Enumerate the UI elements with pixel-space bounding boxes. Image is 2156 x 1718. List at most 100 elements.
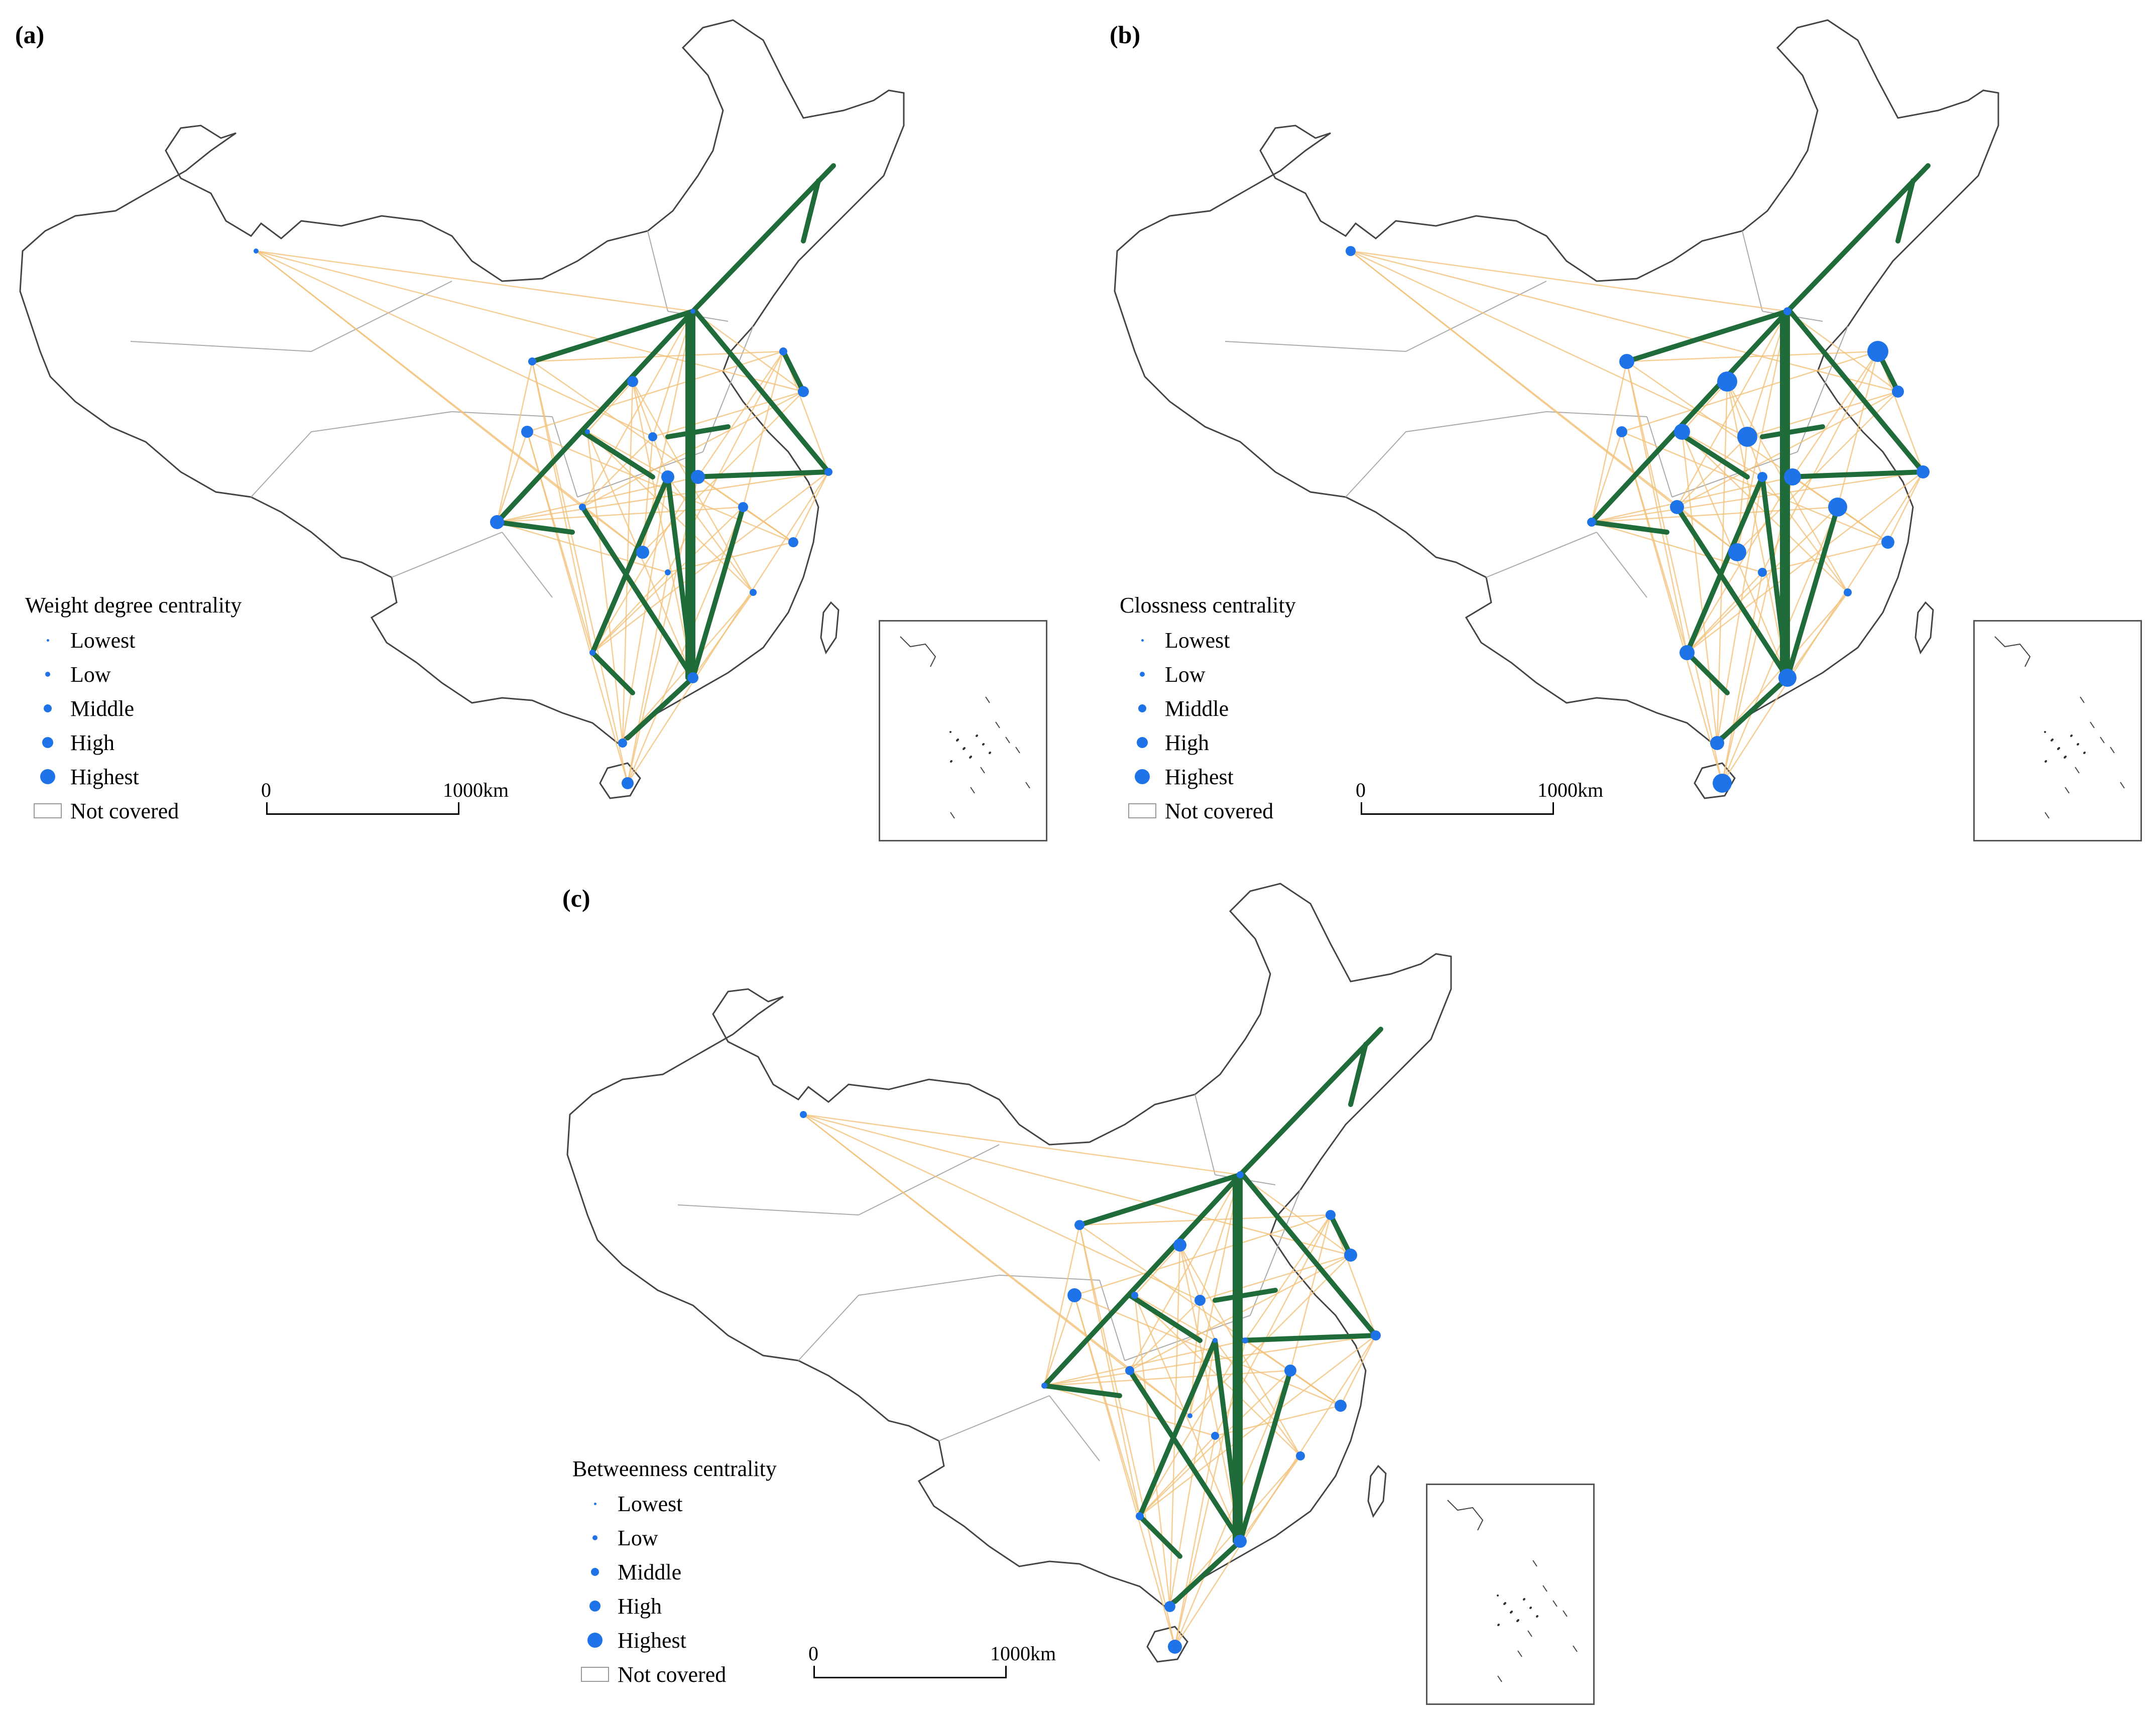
city-node — [1326, 1210, 1336, 1220]
province-border — [999, 1275, 1100, 1281]
legend-item-low: Low — [572, 1521, 777, 1555]
city-node — [1296, 1451, 1305, 1460]
strong-link — [1760, 474, 1790, 680]
legend: Weight degree centrality Lowest Low Midd… — [25, 592, 242, 828]
city-node — [1728, 543, 1746, 561]
island-dot — [950, 760, 952, 762]
island-dot — [2044, 731, 2046, 733]
weak-link — [632, 381, 694, 678]
weak-link — [1134, 1245, 1180, 1296]
scale-end-label: 1000km — [443, 779, 509, 801]
network-map — [566, 883, 1452, 1663]
legend-item-high: High — [25, 725, 242, 760]
city-node — [1674, 424, 1690, 440]
province-border — [677, 1204, 859, 1215]
weak-link — [792, 471, 829, 543]
province-border — [1345, 411, 1547, 498]
weak-link — [1626, 361, 1723, 784]
weak-link — [1043, 1224, 1081, 1386]
legend-item-high: High — [572, 1589, 777, 1623]
legend: Clossness centrality Lowest Low Middle H… — [1120, 592, 1296, 828]
legend-item-lowest: Lowest — [1120, 623, 1296, 657]
strong-link — [1077, 1172, 1243, 1228]
city-node — [1778, 669, 1796, 687]
island-dot — [1517, 1619, 1519, 1621]
island-dot — [2058, 747, 2060, 749]
weak-link — [496, 361, 533, 523]
weak-link — [532, 360, 794, 543]
weak-link — [1621, 431, 1723, 784]
weak-link — [1681, 431, 1718, 744]
weak-link — [1044, 1334, 1376, 1387]
weak-link — [1350, 250, 1898, 393]
scale-zero-label: 0 — [1356, 779, 1366, 801]
province-border — [1225, 341, 1406, 352]
weak-link — [1687, 572, 1763, 653]
weak-link — [497, 471, 829, 523]
weak-link — [697, 351, 784, 477]
nine-dash-line — [2100, 737, 2105, 744]
strong-link — [1238, 1027, 1383, 1177]
city-node — [1041, 1383, 1047, 1389]
scale-end-label: 1000km — [990, 1642, 1056, 1665]
node-dot-icon — [1140, 672, 1145, 677]
legend-item-lowest: Lowest — [572, 1487, 777, 1521]
panel-b: (b) Clossness centrality Lowest Low Midd… — [1095, 0, 2156, 853]
city-node — [1194, 1295, 1206, 1306]
weak-link — [1350, 250, 1748, 438]
inset-coastline — [1447, 1500, 1484, 1531]
nine-dash-line — [2090, 721, 2095, 728]
nine-dash-line — [1552, 1600, 1558, 1607]
weak-link — [1079, 1224, 1176, 1647]
weak-link — [1682, 431, 1763, 478]
city-node — [1783, 307, 1791, 315]
nine-dash-line — [2110, 747, 2115, 754]
node-dot-icon — [593, 1502, 596, 1505]
province-border — [251, 411, 452, 498]
nine-dash-line — [1005, 737, 1010, 744]
strong-link — [1042, 1172, 1243, 1388]
not-covered-swatch-icon — [1128, 803, 1156, 818]
strong-link — [580, 429, 655, 479]
city-node — [648, 432, 657, 441]
weak-link — [692, 592, 754, 678]
node-dot-icon — [45, 672, 50, 677]
city-node — [1335, 1400, 1347, 1412]
legend-title: Betweenness centrality — [572, 1456, 777, 1481]
weak-link — [1139, 1435, 1216, 1517]
province-border — [1194, 1094, 1216, 1175]
city-node — [1867, 341, 1888, 362]
weak-link — [1200, 1254, 1351, 1301]
city-node — [1717, 372, 1737, 392]
nine-dash-line — [985, 696, 990, 703]
city-node — [627, 376, 638, 387]
strong-link — [1238, 1368, 1293, 1544]
weak-link — [1169, 1340, 1216, 1607]
strong-link — [1348, 1042, 1368, 1107]
city-node — [1173, 1239, 1186, 1252]
city-node — [690, 309, 695, 314]
nine-dash-line — [1497, 1675, 1502, 1682]
province-border — [1596, 532, 1647, 598]
strong-link — [1042, 1383, 1122, 1398]
strong-link — [693, 309, 831, 474]
strong-link — [1785, 469, 1926, 479]
island-dot — [989, 752, 991, 754]
city-node — [1587, 518, 1596, 527]
weak-link — [1591, 471, 1924, 523]
network-map — [19, 19, 905, 799]
weak-link — [1787, 310, 1898, 393]
weak-link — [1044, 1370, 1291, 1387]
weak-link — [642, 391, 804, 553]
island-dot — [2084, 752, 2086, 754]
country-boundary — [1114, 19, 1999, 744]
weak-link — [1079, 1224, 1341, 1407]
city-node — [1713, 774, 1732, 793]
city-node — [579, 504, 586, 511]
weak-link — [1189, 1255, 1351, 1416]
city-node — [254, 249, 259, 254]
strong-link — [665, 424, 731, 439]
weak-link — [497, 506, 744, 523]
strong-link — [1685, 650, 1730, 695]
nine-dash-line — [950, 812, 955, 819]
